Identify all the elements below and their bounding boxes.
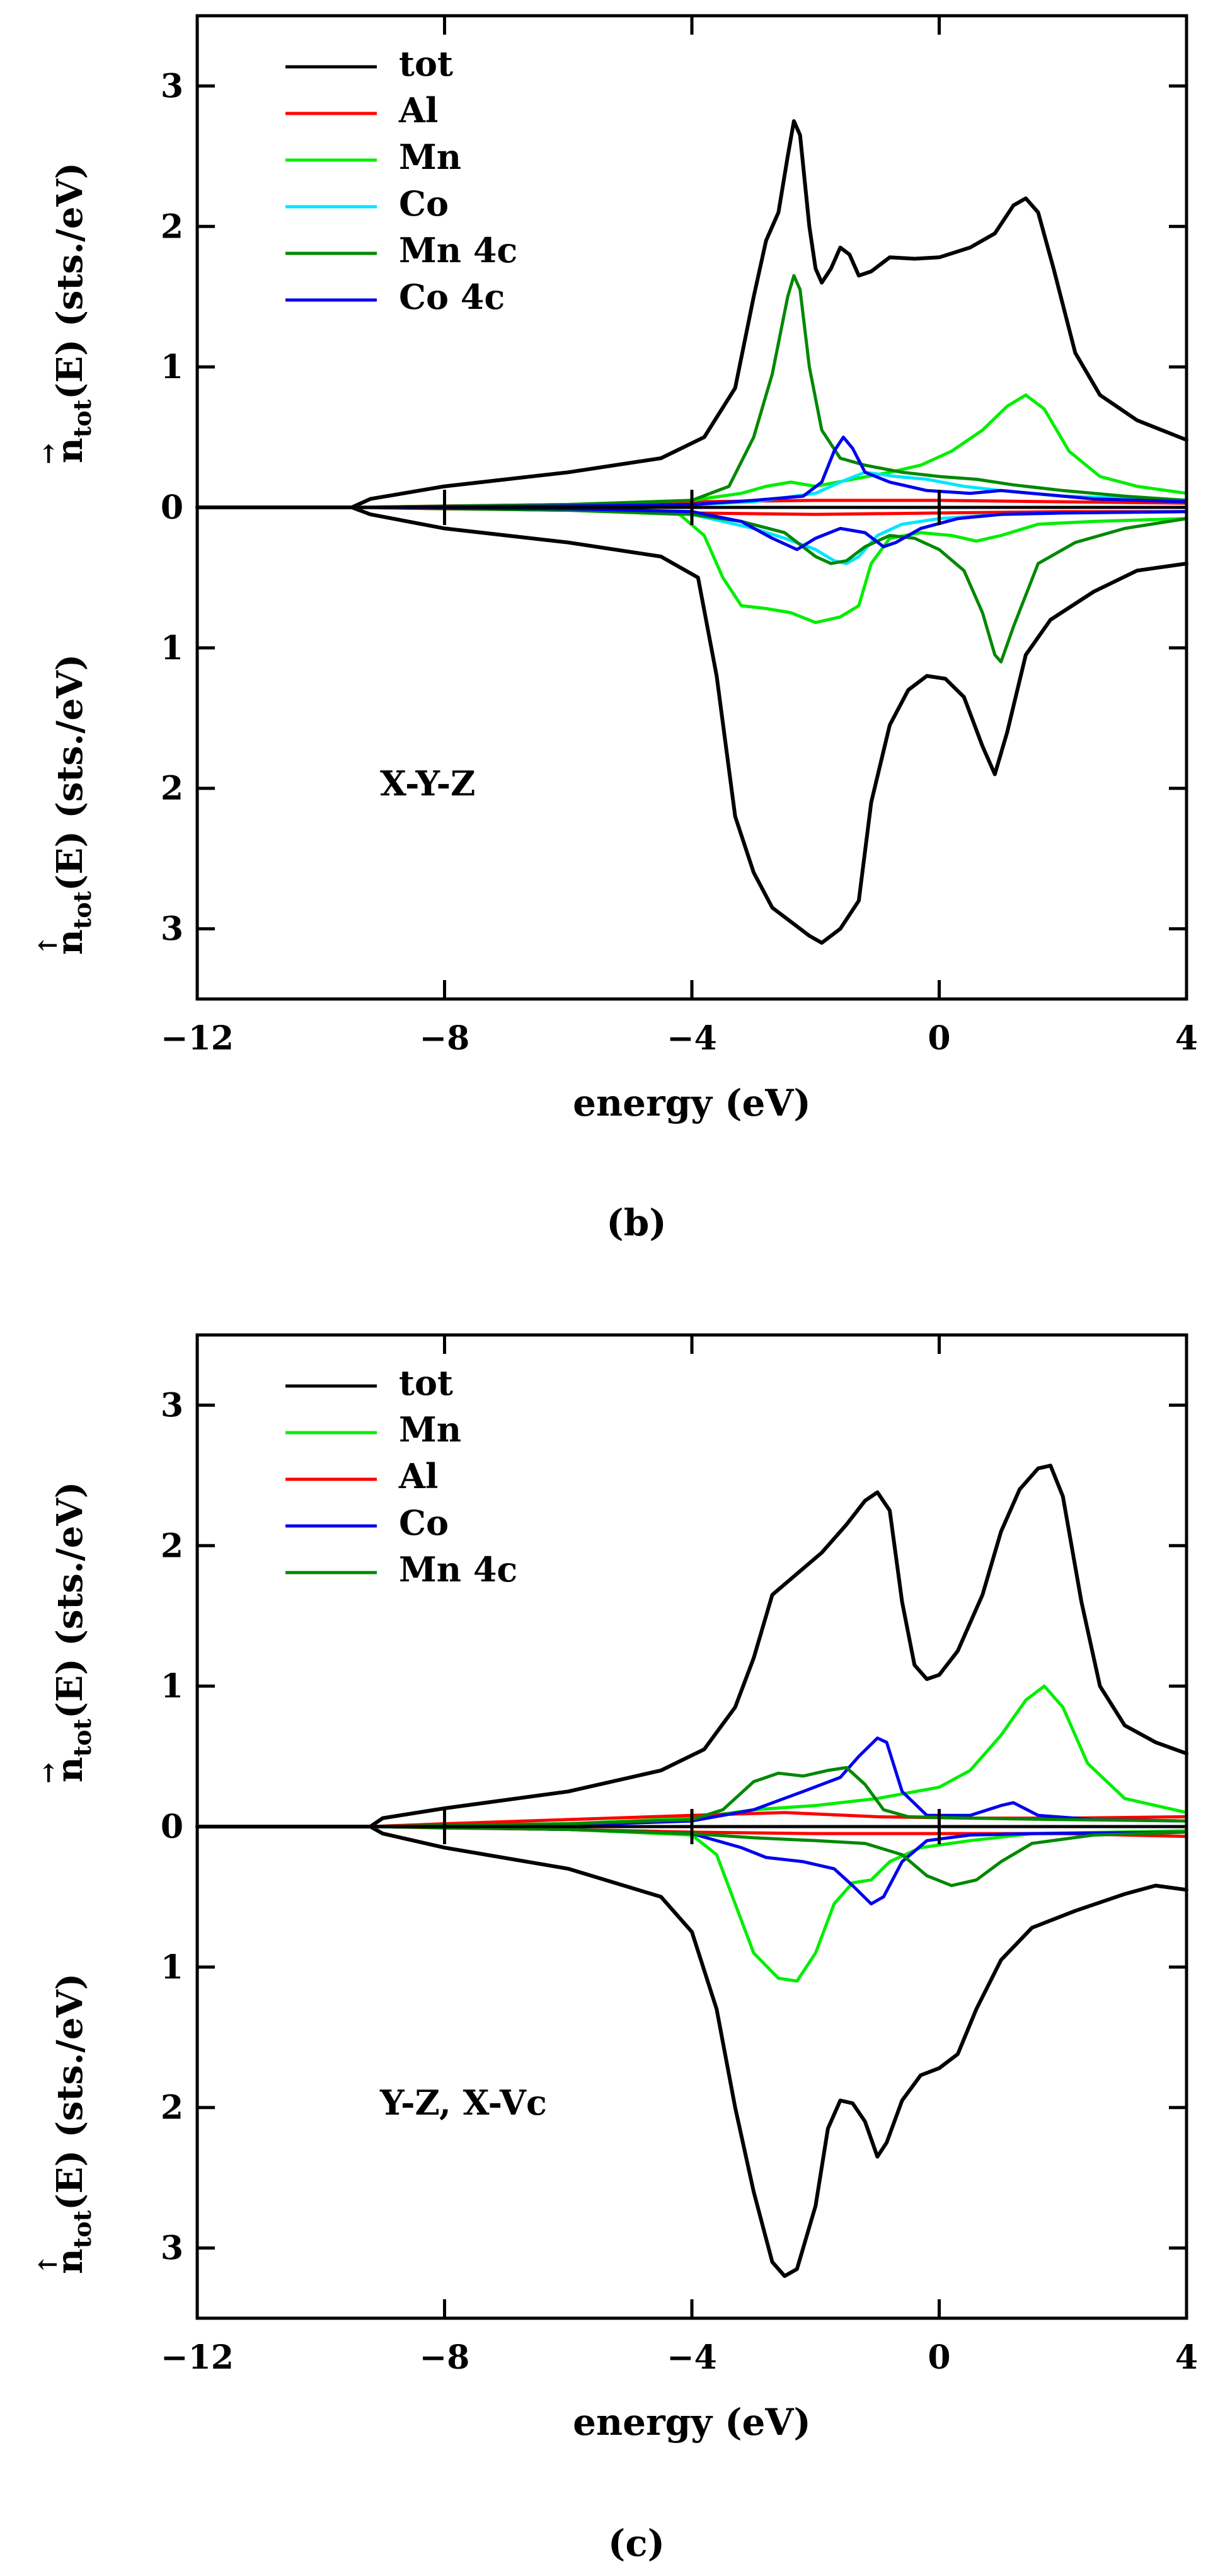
series-mn-4c-down: [195, 1825, 1188, 1888]
legend-b: tot Al Mn Co Mn 4c Co 4c: [285, 43, 517, 317]
series-tot-down: [195, 505, 1188, 945]
y-tick-label: 0: [161, 1808, 183, 1846]
x-axis-label-c: energy (eV): [573, 2401, 811, 2444]
x-tick-label: −4: [667, 2338, 717, 2377]
y-tick-label: 2: [161, 207, 183, 246]
series-mn-up: [195, 393, 1188, 509]
x-tick-label: 4: [1175, 2338, 1198, 2377]
series-tot-down: [195, 1825, 1188, 2279]
y-label-up-arrow: →: [33, 1762, 63, 1784]
ticks-layer-b: −12 −8 −4 0 4 3 2 1 0 1 2 3: [161, 16, 1198, 1058]
x-tick-label: −4: [667, 1019, 717, 1058]
legend-label: Mn 4c: [399, 230, 517, 270]
y-label-up-rest: (E) (sts./eV): [49, 1482, 91, 1719]
y-tick-label: 3: [161, 1386, 183, 1424]
y-tick-label: 1: [161, 1948, 183, 1987]
y-tick-label: 1: [161, 1667, 183, 1706]
legend-label: tot: [399, 1363, 453, 1403]
legend-label: Co: [399, 183, 449, 224]
legend-label: Al: [398, 90, 438, 130]
series-mn-down: [195, 505, 1188, 625]
legend-label: Co: [399, 1503, 449, 1543]
y-label-down-sub: tot: [68, 891, 96, 929]
series-layer-b: [195, 119, 1188, 945]
ticks-layer-c: −12 −8 −4 0 4 3 2 1 0 1 2 3: [161, 1335, 1198, 2377]
y-label-down-rest: (E) (sts./eV): [49, 1973, 91, 2210]
series-tot-up: [195, 1464, 1188, 1828]
y-label-up-text: ntot(E) (sts./eV): [49, 163, 96, 463]
plot-frame-b: [195, 14, 1188, 1001]
legend-label: Mn 4c: [399, 1549, 517, 1590]
x-tick-label: −8: [420, 2338, 470, 2377]
x-tick-label: 4: [1175, 1019, 1198, 1058]
x-tick-label: −12: [161, 2338, 234, 2377]
y-label-up-sub: tot: [68, 1718, 96, 1757]
y-axis-label-down-b: ↑ ntot(E) (sts./eV): [33, 654, 96, 956]
series-mn-down: [195, 1825, 1188, 1983]
y-axis-label-up-b: → ntot(E) (sts./eV): [33, 163, 96, 465]
y-label-up-arrow: →: [33, 443, 63, 465]
y-label-up-rest: (E) (sts./eV): [49, 163, 91, 400]
y-tick-label: 1: [161, 629, 183, 667]
y-tick-label: 3: [161, 67, 183, 105]
y-label-down-arrow: ↑: [33, 935, 63, 956]
annotation-c: Y-Z, X-Vc: [379, 2082, 547, 2123]
series-co-4c-up: [195, 436, 1188, 509]
y-label-up-n: n: [49, 437, 91, 463]
series-layer-c: [195, 1464, 1188, 2279]
y-label-down-n: n: [49, 929, 91, 955]
y-tick-label: 2: [161, 770, 183, 808]
y-label-down-text: ntot(E) (sts./eV): [49, 1973, 96, 2274]
legend-label: Al: [398, 1456, 438, 1496]
plot-frame-c: [195, 1333, 1188, 2320]
legend-label: tot: [399, 43, 453, 84]
y-label-up-text: ntot(E) (sts./eV): [49, 1482, 96, 1782]
chart-panel-c: −12 −8 −4 0 4 3 2 1 0 1 2 3 tot Mn Al Co Mn 4c Y-Z, X-V…: [33, 1333, 1198, 2565]
y-label-up-sub: tot: [68, 399, 96, 437]
y-tick-label: 3: [161, 2229, 183, 2268]
x-tick-label: 0: [928, 1019, 950, 1058]
x-tick-label: −12: [161, 1019, 234, 1058]
y-label-down-sub: tot: [68, 2210, 96, 2248]
y-label-down-arrow: ↑: [33, 2254, 63, 2275]
y-axis-label-up-c: → ntot(E) (sts./eV): [33, 1482, 96, 1784]
y-label-down-n: n: [49, 2248, 91, 2274]
caption-b: (b): [606, 1201, 666, 1244]
y-tick-label: 1: [161, 348, 183, 386]
chart-panel-b: −12 −8 −4 0 4 3 2 1 0 1 2 3 tot Al Mn Co Mn 4c Co 4c X-Y…: [33, 14, 1198, 1244]
y-tick-label: 2: [161, 2089, 183, 2127]
series-mn-4c-up: [195, 274, 1188, 509]
y-tick-label: 3: [161, 910, 183, 949]
series-co-4c-down: [195, 505, 1188, 552]
x-tick-label: −8: [420, 1019, 470, 1058]
y-label-down-text: ntot(E) (sts./eV): [49, 654, 96, 955]
y-axis-label-down-c: ↑ ntot(E) (sts./eV): [33, 1973, 96, 2275]
y-tick-label: 0: [161, 488, 183, 527]
x-tick-label: 0: [928, 2338, 950, 2377]
y-tick-label: 2: [161, 1527, 183, 1565]
x-axis-label-b: energy (eV): [573, 1082, 811, 1124]
y-label-up-n: n: [49, 1757, 91, 1782]
annotation-b: X-Y-Z: [380, 763, 475, 804]
legend-label: Mn: [399, 1409, 461, 1450]
caption-c: (c): [608, 2522, 665, 2565]
y-label-down-rest: (E) (sts./eV): [49, 654, 91, 891]
legend-label: Mn: [399, 137, 461, 177]
legend-c: tot Mn Al Co Mn 4c: [285, 1363, 517, 1590]
series-tot-up: [195, 119, 1188, 509]
legend-label: Co 4c: [399, 277, 505, 317]
